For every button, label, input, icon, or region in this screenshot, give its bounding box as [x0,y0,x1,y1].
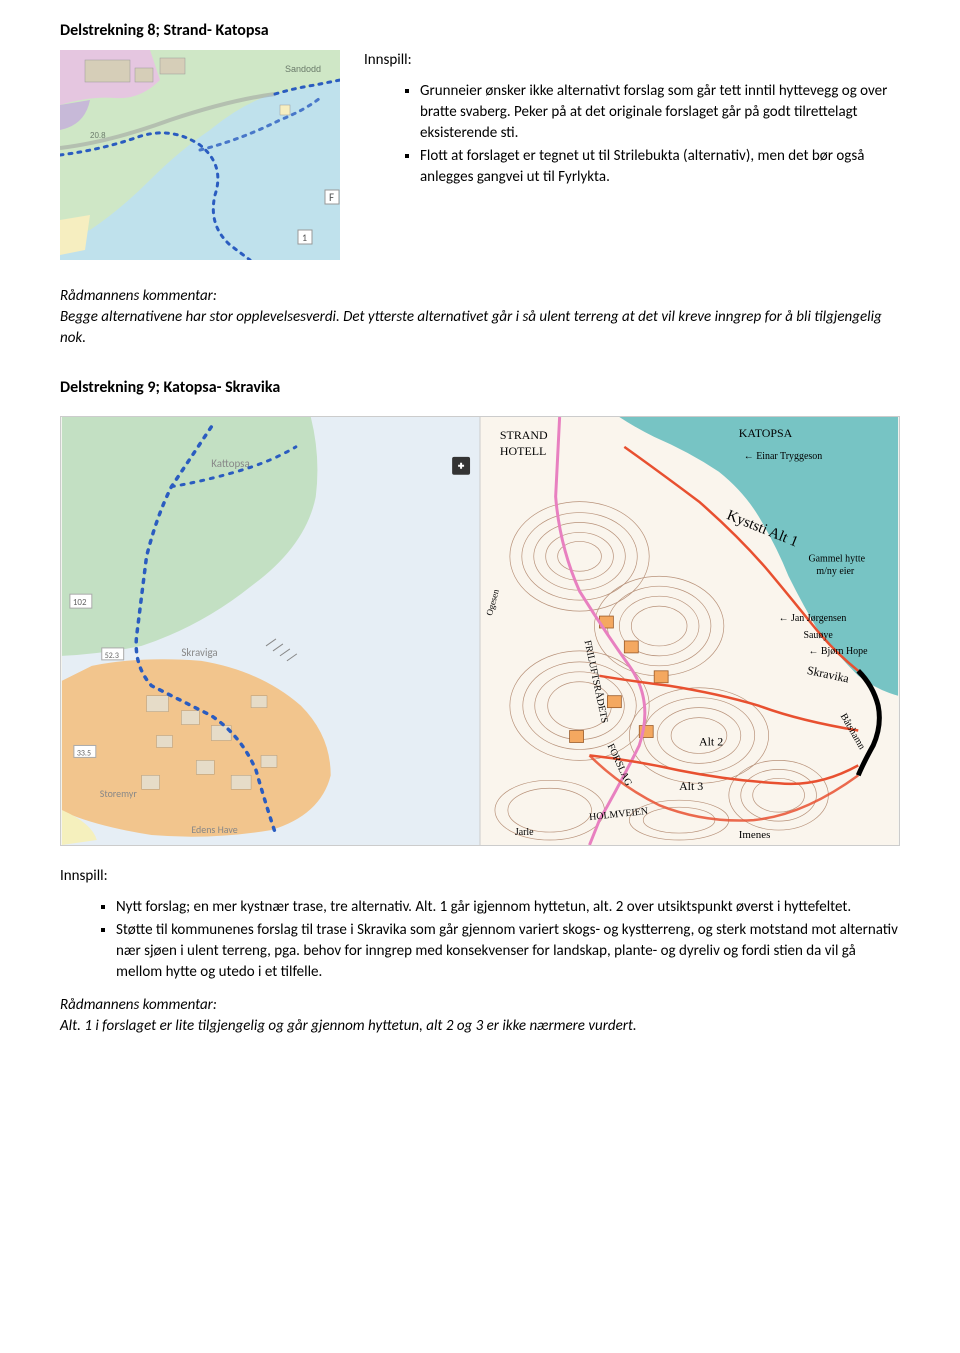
section-8-comment: Rådmannens kommentar: Begge alternativen… [60,286,900,349]
svg-text:m/ny eier: m/ny eier [816,566,854,577]
svg-text:102: 102 [73,597,87,608]
section-8-top-row: Sandodd 20.8 F 1 Innspill: Grunneier øns… [60,50,900,260]
svg-text:KATOPSA: KATOPSA [739,426,793,440]
innspill-9-item: Støtte til kommunenes forslag til trase … [116,920,900,983]
comment-8-heading: Rådmannens kommentar: [60,286,900,307]
svg-text:Edens Have: Edens Have [191,824,237,836]
section-8-heading: Delstrekning 8; Strand- Katopsa [60,20,900,42]
svg-text:Storemyr: Storemyr [100,788,138,800]
svg-text:Sandodd: Sandodd [285,64,321,74]
svg-text:Jarle: Jarle [515,827,534,838]
svg-text:F: F [329,191,334,204]
svg-text:Sauøye: Sauøye [803,630,833,641]
innspill-9-list: Nytt forslag; en mer kystnær trase, tre … [60,897,900,983]
section-8-text-col: Innspill: Grunneier ønsker ikke alternat… [364,50,900,260]
svg-text:Kattopsa: Kattopsa [211,457,249,470]
svg-text:33.5: 33.5 [77,748,91,758]
svg-text:← Bjørn Hope: ← Bjørn Hope [808,646,868,657]
innspill-8-item: Flott at forslaget er tegnet ut til Stri… [420,146,900,188]
section-9-comment: Rådmannens kommentar: Alt. 1 i forslaget… [60,995,900,1037]
map-small-svg: Sandodd 20.8 F 1 [60,50,340,260]
innspill-8-label: Innspill: [364,50,900,71]
svg-text:HOTELL: HOTELL [500,444,546,458]
section-9-heading: Delstrekning 9; Katopsa- Skravika [60,377,900,399]
comment-8-body: Begge alternativene har stor opplevelses… [60,307,900,349]
svg-text:Alt 3: Alt 3 [679,779,703,793]
svg-text:Skraviga: Skraviga [181,646,217,659]
svg-text:Alt 2: Alt 2 [699,734,723,748]
svg-text:← Einar Tryggeson: ← Einar Tryggeson [744,451,822,462]
svg-text:1: 1 [302,231,307,244]
svg-text:Imenes: Imenes [739,829,771,841]
innspill-9-label: Innspill: [60,866,900,887]
innspill-8-list: Grunneier ønsker ikke alternativt forsla… [364,81,900,188]
svg-text:← Jan Jørgensen: ← Jan Jørgensen [779,613,847,624]
svg-text:STRAND: STRAND [500,428,548,442]
section-9-map: 102 52.3 33.5 Kattopsa Skraviga Storemyr… [60,416,900,846]
svg-text:52.3: 52.3 [105,651,119,661]
comment-9-heading: Rådmannens kommentar: [60,995,900,1016]
svg-text:20.8: 20.8 [90,131,106,140]
svg-text:Gammel hytte: Gammel hytte [808,553,865,564]
innspill-8-item: Grunneier ønsker ikke alternativt forsla… [420,81,900,144]
innspill-9-item: Nytt forslag; en mer kystnær trase, tre … [116,897,900,918]
section-8-map: Sandodd 20.8 F 1 [60,50,340,260]
comment-9-body: Alt. 1 i forslaget er lite tilgjengelig … [60,1016,900,1037]
map-large-svg: 102 52.3 33.5 Kattopsa Skraviga Storemyr… [61,417,899,845]
